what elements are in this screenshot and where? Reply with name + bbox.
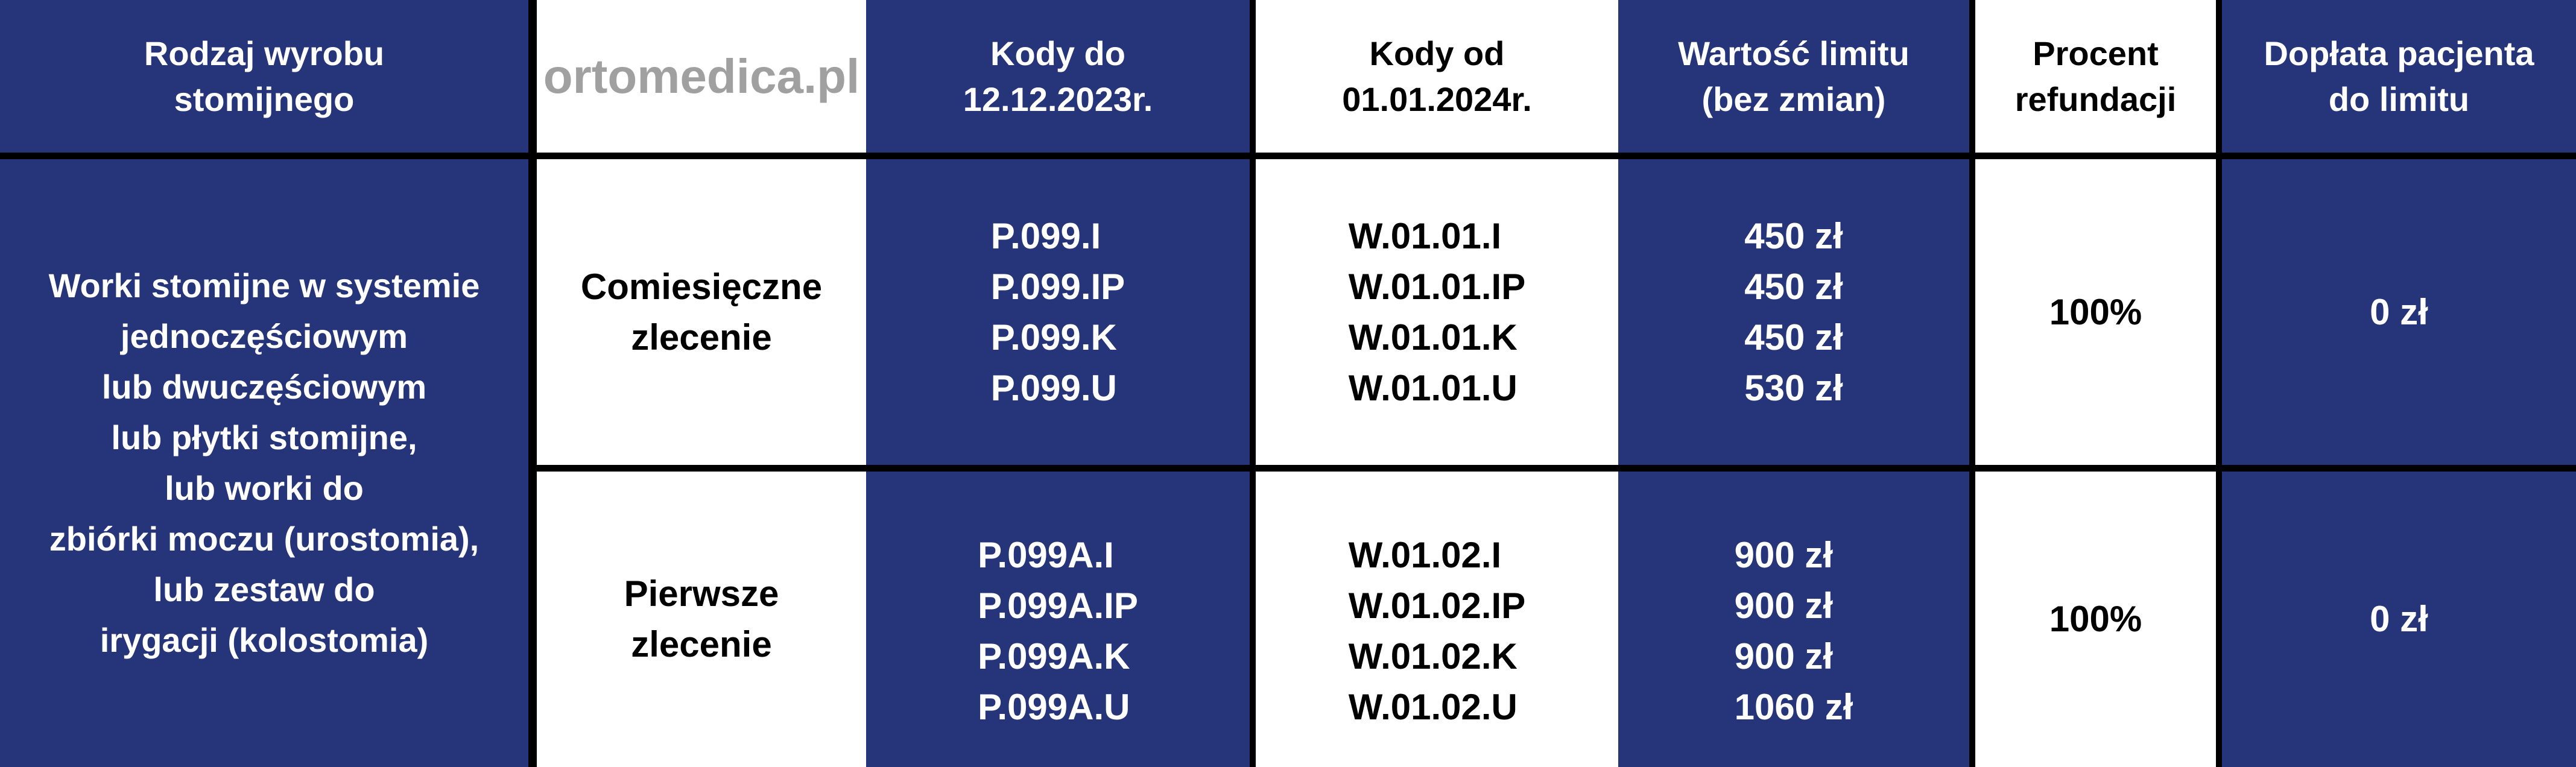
- product-description: Worki stomijne w systemie jednoczęściowym…: [0, 159, 528, 767]
- watermark-logo: ortomedica.pl: [543, 49, 860, 103]
- row-1-limits: 450 zł 450 zł 450 zł 530 zł: [1618, 159, 1969, 465]
- header-refund-percent: Procent refundacji: [1975, 0, 2216, 153]
- row-1-refund-percent: 100%: [1975, 159, 2216, 465]
- row-1-patient-copay: 0 zł: [2222, 159, 2576, 465]
- row-1-order-type: Comiesięczne zlecenie: [537, 159, 866, 465]
- row-1-codes-new: W.01.01.I W.01.01.IP W.01.01.K W.01.01.U: [1256, 159, 1618, 465]
- row-2-refund-percent: 100%: [1975, 472, 2216, 767]
- header-codes-new: Kody od 01.01.2024r.: [1256, 0, 1618, 153]
- header-patient-copay: Dopłata pacjenta do limitu: [2222, 0, 2576, 153]
- header-blank: ortomedica.pl: [537, 0, 866, 153]
- row-1-codes-old: P.099.I P.099.IP P.099.K P.099.U: [866, 159, 1250, 465]
- row-2-codes-new: W.01.02.I W.01.02.IP W.01.02.K W.01.02.U: [1256, 472, 1618, 767]
- row-2-codes-old: P.099A.I P.099A.IP P.099A.K P.099A.U: [866, 472, 1250, 767]
- row-2-patient-copay: 0 zł: [2222, 472, 2576, 767]
- header-codes-old: Kody do 12.12.2023r.: [866, 0, 1250, 153]
- header-limit-value: Wartość limitu (bez zmian): [1618, 0, 1969, 153]
- row-2-limits: 900 zł 900 zł 900 zł 1060 zł: [1618, 472, 1969, 767]
- row-2-order-type: Pierwsze zlecenie: [537, 472, 866, 767]
- header-product-type: Rodzaj wyrobu stomijnego: [0, 0, 528, 153]
